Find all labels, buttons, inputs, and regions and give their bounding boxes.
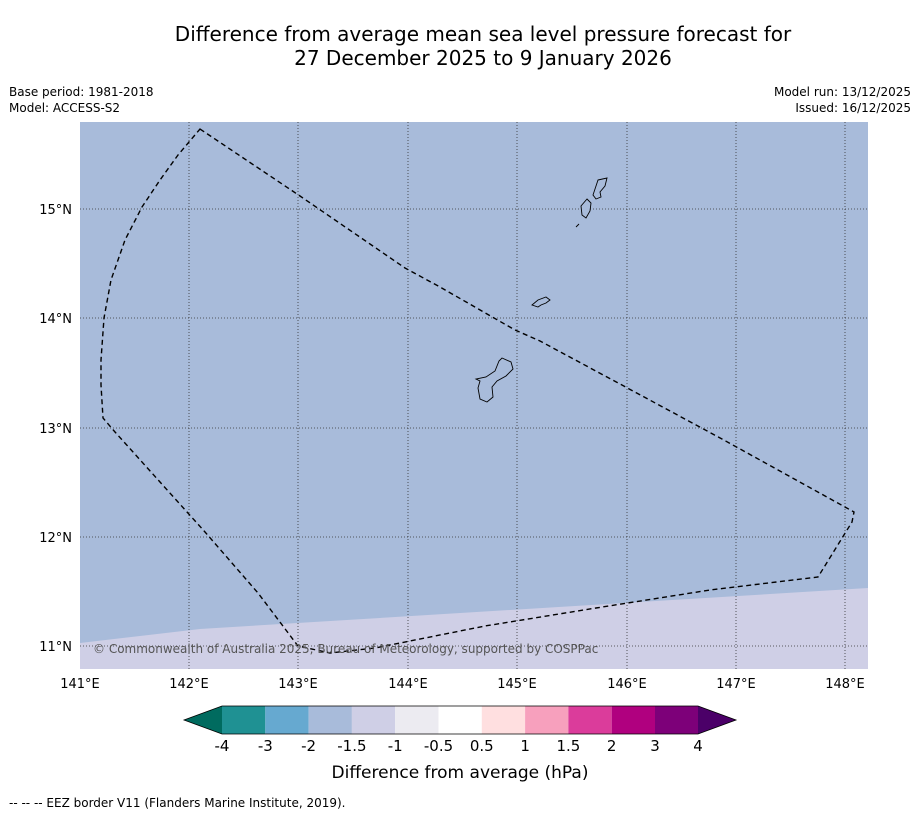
colorbar-tick-label: 2 — [607, 737, 617, 755]
colorbar-ticks: -4 -3 -2 -1.5 -1 -0.5 0.5 1 1.5 2 3 4 — [215, 737, 703, 755]
colorbar-segment-5 — [395, 706, 439, 734]
eez-border — [100, 128, 855, 654]
lat-label-13: 13°N — [39, 422, 72, 437]
islands — [474, 177, 608, 403]
lat-label-11: 11°N — [39, 640, 72, 655]
colorbar-outline — [182, 705, 738, 735]
colorbar-tick-label: 3 — [650, 737, 660, 755]
colorbar-tick-label: 0.5 — [470, 737, 494, 755]
colorbar-segment-2 — [265, 706, 309, 734]
gridlines — [80, 122, 868, 669]
meta-right: Model run: 13/12/2025 Issued: 16/12/2025 — [774, 84, 911, 116]
lon-label-147: 147°E — [716, 677, 756, 692]
colorbar-segment-6 — [438, 706, 482, 734]
colorbar-segment-8 — [525, 706, 569, 734]
colorbar-segment-max-extend — [698, 706, 736, 734]
colorbar-tick-label: -0.5 — [424, 737, 453, 755]
colorbar-tick-label: -3 — [258, 737, 273, 755]
island-saipan — [592, 177, 608, 200]
lat-label-14: 14°N — [39, 312, 72, 327]
lat-label-15: 15°N — [39, 203, 72, 218]
lon-label-146: 146°E — [607, 677, 647, 692]
model-label: Model: ACCESS-S2 — [9, 101, 121, 115]
island-tinian — [580, 198, 592, 219]
colorbar-tick-label: -1 — [388, 737, 403, 755]
lon-labels: 141°E 142°E 143°E 144°E 145°E 146°E 147°… — [60, 677, 865, 692]
colorbar-tick-label: 4 — [693, 737, 703, 755]
lon-label-148: 148°E — [825, 677, 865, 692]
lat-labels: 15°N 14°N 13°N 12°N 11°N — [39, 203, 72, 655]
island-aguijan — [575, 223, 580, 228]
colorbar-tick-label: -4 — [215, 737, 230, 755]
meta-left: Base period: 1981-2018 Model: ACCESS-S2 — [9, 84, 154, 116]
colorbar-segment-7 — [481, 706, 526, 734]
island-guam — [474, 357, 514, 403]
lat-label-12: 12°N — [39, 531, 72, 546]
island-rota — [531, 296, 551, 308]
colorbar-segment-1 — [222, 706, 266, 734]
colorbar-segment-9 — [568, 706, 612, 734]
lon-label-144: 144°E — [388, 677, 428, 692]
title-line-2: 27 December 2025 to 9 January 2026 — [294, 46, 672, 70]
copyright-text: © Commonwealth of Australia 2025, Bureau… — [93, 642, 598, 656]
colorbar-tick-label: 1 — [520, 737, 530, 755]
colorbar-tick-label: 1.5 — [556, 737, 580, 755]
lon-label-143: 143°E — [278, 677, 318, 692]
base-period-label: Base period: 1981-2018 — [9, 85, 154, 99]
colorbar-label: Difference from average (hPa) — [332, 763, 589, 783]
colorbar-segment-10 — [611, 706, 655, 734]
pressure-field-main — [80, 122, 868, 669]
eez-footnote: -- -- -- EEZ border V11 (Flanders Marine… — [9, 796, 346, 810]
model-run-label: Model run: 13/12/2025 — [773, 85, 911, 99]
colorbar-segment-11 — [655, 706, 698, 734]
colorbar-tick-label: -2 — [301, 737, 316, 755]
issued-label: Issued: 16/12/2025 — [795, 101, 911, 115]
colorbar-segment-min-extend — [184, 706, 222, 734]
colorbar-segment-3 — [308, 706, 352, 734]
colorbar-tick-label: -1.5 — [337, 737, 366, 755]
lon-label-142: 142°E — [169, 677, 209, 692]
lon-label-141: 141°E — [60, 677, 100, 692]
title-line-1: Difference from average mean sea level p… — [174, 22, 792, 46]
colorbar-segment-4 — [351, 706, 396, 734]
lon-label-145: 145°E — [497, 677, 537, 692]
chart-title: Difference from average mean sea level p… — [60, 22, 906, 70]
colorbar — [182, 705, 738, 735]
